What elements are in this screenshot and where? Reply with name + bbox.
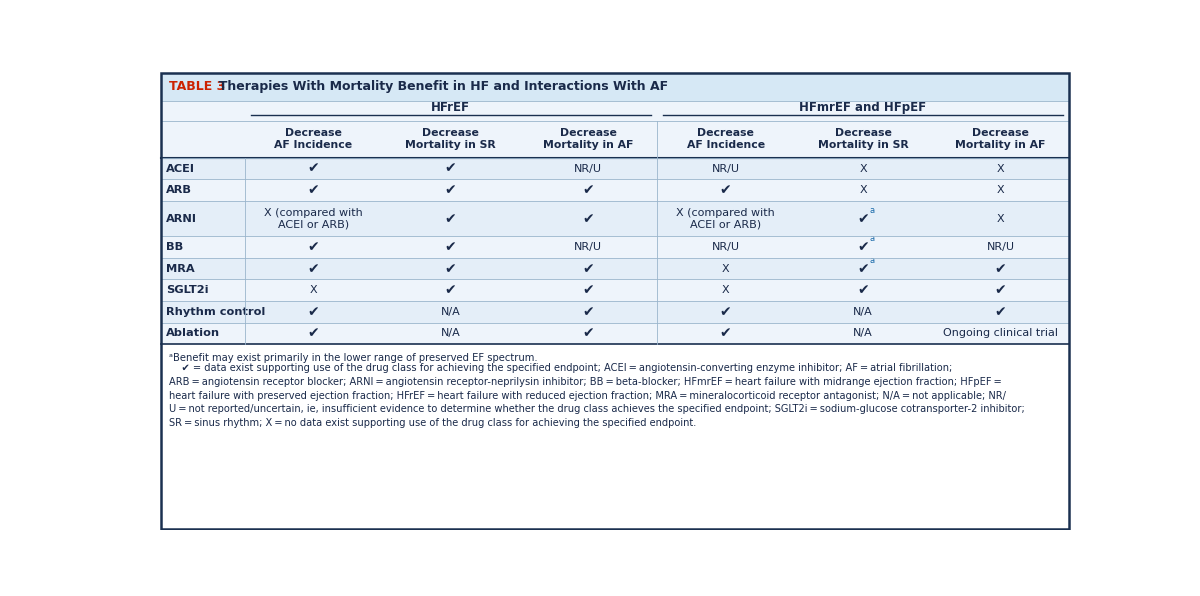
Text: NR/U: NR/U [712, 163, 739, 173]
Text: NR/U: NR/U [574, 242, 602, 252]
Text: ✔: ✔ [307, 262, 319, 275]
FancyBboxPatch shape [161, 73, 1069, 101]
Text: ✔: ✔ [445, 212, 456, 226]
Text: X (compared with
ACEI or ARB): X (compared with ACEI or ARB) [264, 208, 362, 229]
FancyBboxPatch shape [161, 179, 1069, 201]
Text: Therapies With Mortality Benefit in HF and Interactions With AF: Therapies With Mortality Benefit in HF a… [210, 80, 668, 94]
Text: Decrease
Mortality in AF: Decrease Mortality in AF [542, 129, 634, 150]
Text: TABLE 3: TABLE 3 [168, 80, 224, 94]
Text: N/A: N/A [440, 307, 461, 316]
Text: ✔: ✔ [857, 212, 869, 226]
Text: N/A: N/A [853, 328, 872, 339]
Text: X: X [310, 285, 317, 295]
FancyBboxPatch shape [161, 322, 1069, 344]
Text: a: a [870, 256, 875, 265]
Text: ✔: ✔ [582, 327, 594, 340]
Text: a: a [870, 234, 875, 243]
Text: Decrease
Mortality in AF: Decrease Mortality in AF [955, 129, 1045, 150]
Text: X: X [997, 185, 1004, 195]
Text: NR/U: NR/U [712, 242, 739, 252]
Text: MRA: MRA [167, 263, 194, 274]
Text: N/A: N/A [440, 328, 461, 339]
Text: BB: BB [167, 242, 184, 252]
Text: ✔: ✔ [857, 262, 869, 275]
Text: Decrease
Mortality in SR: Decrease Mortality in SR [817, 129, 908, 150]
FancyBboxPatch shape [161, 201, 1069, 236]
Text: ✔: ✔ [445, 262, 456, 275]
Text: Ongoing clinical trial: Ongoing clinical trial [943, 328, 1058, 339]
Text: ✔: ✔ [582, 183, 594, 197]
Text: ✔: ✔ [995, 305, 1007, 319]
Text: ✔: ✔ [857, 283, 869, 297]
Text: ✔: ✔ [995, 262, 1007, 275]
Text: Decrease
AF Incidence: Decrease AF Incidence [686, 129, 764, 150]
Text: X: X [721, 263, 730, 274]
Text: ✔: ✔ [582, 212, 594, 226]
Text: Ablation: Ablation [167, 328, 221, 339]
Text: X: X [997, 163, 1004, 173]
Text: ✔: ✔ [307, 162, 319, 176]
Text: ᵃBenefit may exist primarily in the lower range of preserved EF spectrum.: ᵃBenefit may exist primarily in the lowe… [168, 353, 538, 362]
Text: ✔ = data exist supporting use of the drug class for achieving the specified endp: ✔ = data exist supporting use of the dru… [168, 364, 1025, 428]
FancyBboxPatch shape [161, 258, 1069, 280]
Text: X: X [997, 213, 1004, 224]
FancyBboxPatch shape [161, 236, 1069, 258]
Text: ✔: ✔ [720, 327, 731, 340]
Text: Decrease
AF Incidence: Decrease AF Incidence [275, 129, 353, 150]
Text: SGLT2i: SGLT2i [167, 285, 209, 295]
Text: X: X [859, 185, 866, 195]
Text: Rhythm control: Rhythm control [167, 307, 265, 316]
Text: HFmrEF and HFpEF: HFmrEF and HFpEF [799, 101, 926, 114]
Text: ✔: ✔ [445, 183, 456, 197]
Text: ✔: ✔ [307, 305, 319, 319]
Text: ✔: ✔ [445, 162, 456, 176]
FancyBboxPatch shape [161, 344, 1069, 529]
Text: Decrease
Mortality in SR: Decrease Mortality in SR [406, 129, 496, 150]
Text: ✔: ✔ [582, 305, 594, 319]
Text: NR/U: NR/U [574, 163, 602, 173]
FancyBboxPatch shape [161, 301, 1069, 322]
Text: ARNI: ARNI [167, 213, 197, 224]
Text: ACEI: ACEI [167, 163, 196, 173]
Text: X: X [721, 285, 730, 295]
Text: ✔: ✔ [995, 283, 1007, 297]
Text: ✔: ✔ [307, 327, 319, 340]
Text: a: a [870, 206, 875, 215]
Text: NR/U: NR/U [986, 242, 1014, 252]
Text: ✔: ✔ [445, 283, 456, 297]
Text: ✔: ✔ [582, 283, 594, 297]
Text: ✔: ✔ [582, 262, 594, 275]
Text: X: X [859, 163, 866, 173]
Text: HFrEF: HFrEF [431, 101, 470, 114]
Text: ARB: ARB [167, 185, 192, 195]
Text: ✔: ✔ [720, 305, 731, 319]
Text: ✔: ✔ [857, 240, 869, 254]
Text: ✔: ✔ [720, 183, 731, 197]
FancyBboxPatch shape [161, 280, 1069, 301]
Text: ✔: ✔ [307, 240, 319, 254]
Text: ✔: ✔ [445, 240, 456, 254]
Text: X (compared with
ACEI or ARB): X (compared with ACEI or ARB) [676, 208, 775, 229]
FancyBboxPatch shape [161, 101, 1069, 158]
FancyBboxPatch shape [161, 158, 1069, 179]
Text: N/A: N/A [853, 307, 872, 316]
Text: ✔: ✔ [307, 183, 319, 197]
